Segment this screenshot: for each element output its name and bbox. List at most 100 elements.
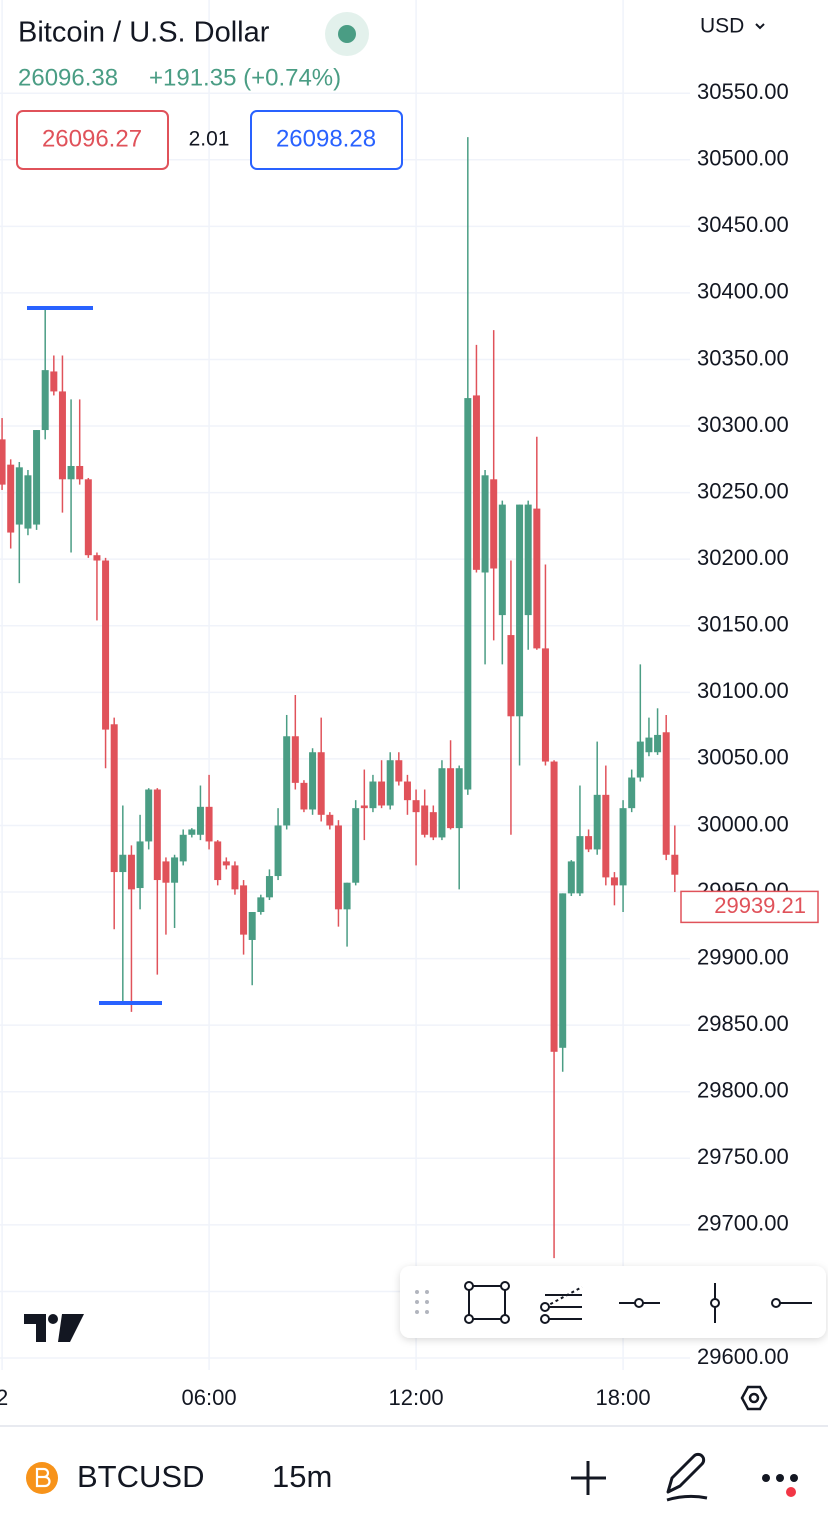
candle-body [421,805,429,835]
grid [0,0,690,1370]
x-tick-label: 06:00 [182,1385,237,1410]
candle-body [240,885,248,935]
candle-body [628,777,636,809]
notification-dot [786,1487,796,1497]
candle-body [102,560,110,730]
candle-body [300,782,308,810]
y-tick-label: 30500.00 [697,146,789,171]
y-tick-label: 30400.00 [697,279,789,304]
candle-body [291,736,299,783]
candle-body [33,430,41,525]
candle-body [559,893,567,1048]
candle-body [205,806,213,842]
candle-body [265,876,273,898]
y-tick-label: 29750.00 [697,1144,789,1169]
market-status-dot [338,25,356,43]
candle-body [127,854,135,890]
candle-body [412,800,420,813]
candle-body [326,814,334,826]
candle-body [481,475,489,573]
candle-body [93,555,101,561]
candle-body [429,812,437,838]
y-tick-label: 29900.00 [697,944,789,969]
candle-body [67,465,75,480]
candle-body [145,789,153,842]
x-tick-label: 18:00 [596,1385,651,1410]
fib-tool[interactable] [540,1286,583,1324]
sell-button[interactable] [16,110,169,170]
ray-tool[interactable] [771,1298,812,1308]
tv-logo [24,1314,84,1342]
candle-body [334,825,342,910]
y-tick-label: 30100.00 [697,678,789,703]
candle-body [153,789,161,881]
candle-body [490,479,498,569]
spread: 2.01 [189,128,230,151]
candle-body [447,768,455,829]
candle-body [248,912,256,940]
bitcoin-glyph [35,1467,51,1488]
candle-body [274,825,282,877]
candle-body [550,761,558,1052]
settings-button[interactable] [740,1385,768,1411]
candle-body [231,865,239,890]
y-tick-label: 30150.00 [697,612,789,637]
candle-body [403,781,411,801]
candle-body [110,724,118,873]
buy-button[interactable] [250,110,403,170]
candle-body [585,836,593,850]
currency-selector[interactable]: USD [700,15,744,38]
y-tick-label: 30300.00 [697,412,789,437]
candle-body [533,508,541,649]
currency-chevron[interactable] [755,23,765,30]
candle-body [222,861,230,866]
y-tick-label: 30200.00 [697,545,789,570]
footer-interval[interactable]: 15m [272,1459,332,1494]
candle-body [76,465,84,480]
vertical-line-tool[interactable] [710,1283,720,1323]
candle-body [576,836,584,894]
chart-plot: 29600.0029650.0029700.0029750.0029800.00… [0,0,819,1410]
candle-body [645,737,653,753]
last-price-tag [680,890,819,924]
candle-body [136,841,144,889]
y-tick-label: 30550.00 [697,79,789,104]
candle-body [593,794,601,850]
drag-handle[interactable] [415,1290,429,1314]
candle-body [636,741,644,778]
footer-symbol[interactable]: BTCUSD [77,1459,204,1494]
candle-body [171,857,179,883]
candle-body [472,395,480,570]
candle-body [671,854,679,875]
add-button[interactable] [571,1461,606,1495]
candle-body [395,760,403,782]
rectangle-tool[interactable] [464,1281,510,1324]
y-tick-label: 30450.00 [697,212,789,237]
axes: 29600.0029650.0029700.0029750.0029800.00… [0,79,819,1410]
candle-body [567,861,575,894]
candle-body [84,479,92,556]
candles [0,137,679,1259]
symbol-title: Bitcoin / U.S. Dollar [18,17,270,49]
more-button[interactable] [762,1474,798,1482]
candle-body [7,464,15,533]
candle-body [41,370,49,431]
y-tick-label: 30350.00 [697,345,789,370]
candle-body [498,504,506,616]
draw-button[interactable] [666,1452,708,1502]
candle-body [257,897,265,913]
horizontal-ray-tool[interactable] [619,1298,660,1308]
price-change: +191.35 (+0.74%) [149,64,341,91]
x-tick-label: 12:00 [389,1385,444,1410]
candle-body [360,805,368,809]
ask-price[interactable]: 26098.28 [276,125,376,152]
candle-body [24,475,32,529]
candle-body [188,829,196,835]
candle-body [610,877,618,886]
x-tick-label: 2 [0,1385,8,1410]
bid-price[interactable]: 26096.27 [42,125,142,152]
candle-body [309,752,317,810]
candle-body [386,760,394,806]
